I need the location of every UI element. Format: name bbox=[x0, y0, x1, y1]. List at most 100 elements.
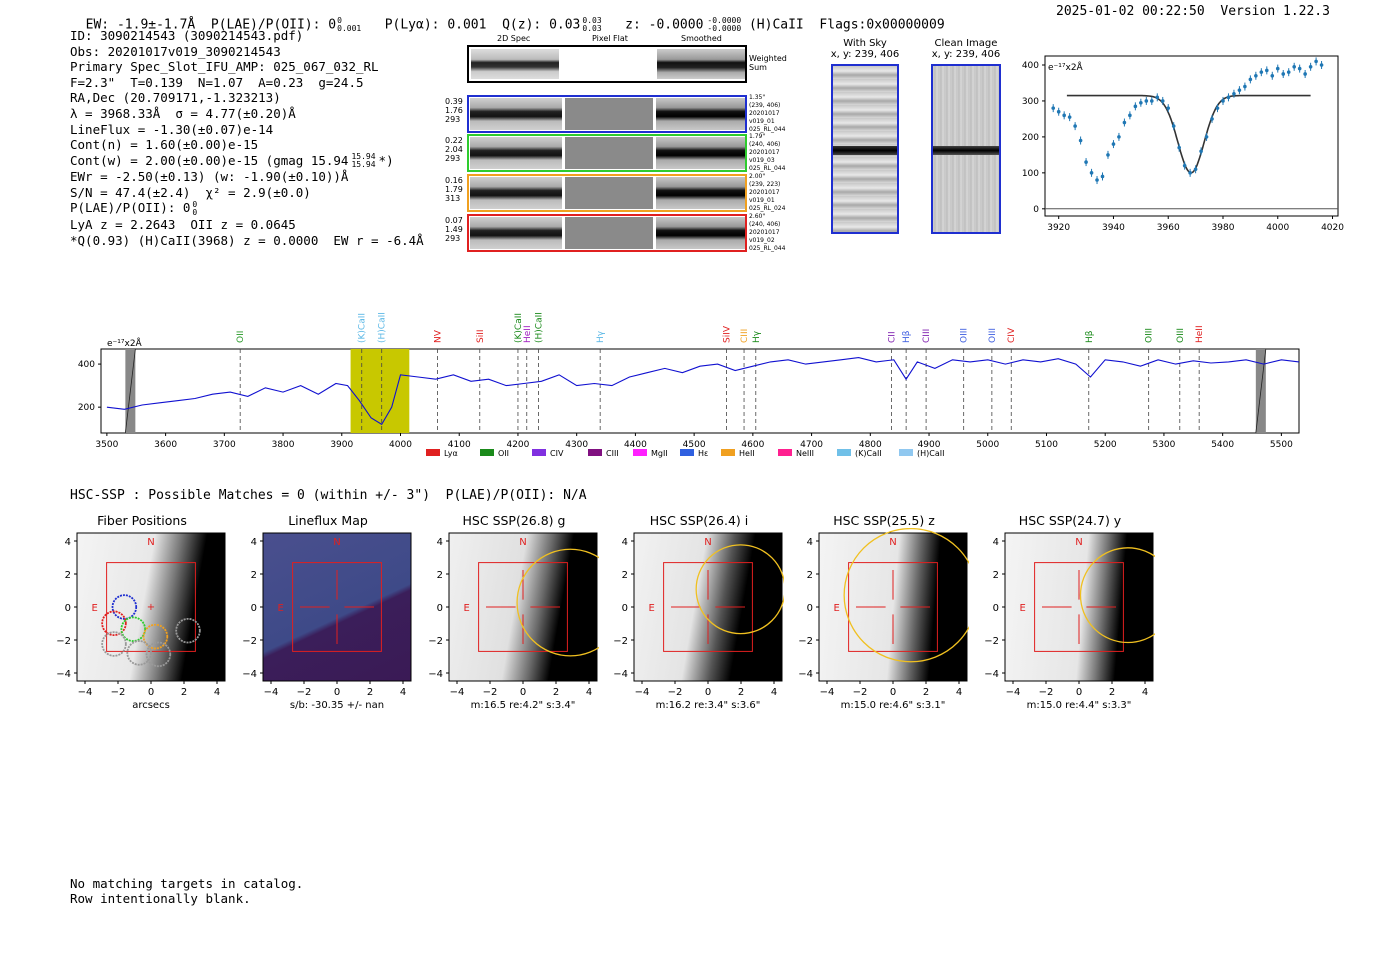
hsc-x-tick-label: 2 bbox=[738, 687, 744, 698]
spectrum-x-tick-label: 3500 bbox=[95, 440, 118, 450]
clean-trace bbox=[933, 146, 999, 155]
legend-label: (K)CaII bbox=[855, 449, 882, 458]
cutout-row-meta: 1.79" (240, 406) 20201017 v019_03 025_RL_044 bbox=[749, 133, 785, 173]
hsc-image-holder bbox=[819, 533, 967, 681]
zoom-plot-frame bbox=[1044, 55, 1339, 217]
hsc-x-tick-label: 2 bbox=[1109, 687, 1115, 698]
zoom-data-point bbox=[1089, 171, 1094, 175]
cutout-meta-line: 2.60" bbox=[749, 213, 766, 220]
hsc-image bbox=[634, 533, 782, 681]
spectral-line-label: CIV bbox=[1007, 327, 1017, 343]
hsc-image bbox=[819, 533, 967, 681]
spectrum-plot-frame bbox=[100, 348, 1300, 434]
hsc-x-tick-label: −4 bbox=[264, 687, 279, 698]
spectrum-y-tick-label: 200 bbox=[78, 403, 95, 413]
zoom-data-point bbox=[1226, 95, 1231, 100]
zoom-y-ticks: 0 100 200 300 400 bbox=[1022, 61, 1045, 215]
cutout-row-num: 293 bbox=[445, 234, 461, 243]
zoom-data-point bbox=[1139, 100, 1143, 105]
hsc-aperture-box bbox=[663, 562, 753, 652]
legend-label: OII bbox=[498, 449, 509, 458]
spectral-line-label: CIII bbox=[740, 329, 750, 343]
cutout-meta-line: 20201017 bbox=[749, 229, 780, 236]
cutout-pixelflat bbox=[565, 177, 653, 209]
zoom-unit-label: e⁻¹⁷x2Å bbox=[1048, 61, 1084, 73]
cutout-row-num: 293 bbox=[445, 154, 461, 163]
zoom-data-point bbox=[1232, 91, 1236, 96]
legend-swatch bbox=[480, 449, 494, 456]
legend-swatch bbox=[426, 449, 440, 456]
fiber-circle bbox=[101, 610, 127, 637]
cutout-2dspec bbox=[470, 177, 562, 209]
cutout-meta-line: 2.00" bbox=[749, 173, 766, 180]
spectrum-x-tick-label: 4300 bbox=[565, 440, 588, 450]
hsc-x-tick-label: −2 bbox=[111, 687, 126, 698]
with-sky-xy: x, y: 239, 406 bbox=[830, 49, 900, 60]
hsc-x-tick-label: −4 bbox=[1006, 687, 1021, 698]
cutout-row-meta: 1.35" (239, 406) 20201017 v019_01 025_RL_044 bbox=[749, 94, 785, 134]
col-label-pixelflat: Pixel Flat bbox=[592, 34, 628, 43]
weighted-smoothed bbox=[657, 49, 745, 79]
hsc-panel-title: Lineflux Map bbox=[288, 513, 368, 528]
zoom-x-tick-label: 3980 bbox=[1212, 223, 1235, 233]
hsc-image-holder bbox=[1005, 533, 1153, 681]
contw-text: Cont(w) = 2.00(±0.00)e-15 (gmag 15.94 bbox=[70, 152, 349, 168]
info-radec: RA,Dec (20.709171,-1.323213) bbox=[70, 90, 281, 106]
info-id: ID: 3090214543 (3090214543.pdf) bbox=[70, 28, 304, 43]
info-block: ID: 3090214543 (3090214543.pdf) Obs: 202… bbox=[70, 28, 424, 248]
spectral-line-label: NV bbox=[433, 329, 443, 343]
hsc-x-tick-label: 0 bbox=[520, 687, 526, 698]
contw-sub: 15.94 bbox=[351, 160, 376, 170]
compass-north: N bbox=[889, 537, 896, 548]
flags-text: Flags:0x00000009 bbox=[819, 17, 945, 33]
cutout-row-num: 1.76 bbox=[445, 106, 463, 115]
cutout-row bbox=[467, 95, 747, 133]
cutout-meta-line: v019_02 bbox=[749, 237, 775, 244]
timestamp: 2025-01-02 00:22:50 bbox=[1056, 4, 1205, 19]
plya-text: P(Lyα): 0.001 bbox=[384, 17, 487, 33]
col-label-smoothed: Smoothed bbox=[681, 34, 722, 43]
zoom-data-point bbox=[1210, 117, 1214, 121]
zoom-data-point bbox=[1270, 73, 1275, 78]
spectrum-x-tick-label: 3900 bbox=[330, 440, 353, 450]
hsc-x-tick-label: 0 bbox=[334, 687, 340, 698]
zoom-data-point bbox=[1193, 167, 1198, 172]
hsc-panel: N E 4 2 0 −2 −4 −4 −2 0 2 4 m:16.5 re:4.2" s:3.4" bbox=[428, 532, 599, 711]
cutout-meta-line: 025_RL_044 bbox=[749, 245, 786, 252]
zoom-data-point bbox=[1100, 174, 1105, 179]
compass-north: N bbox=[147, 537, 154, 548]
zoom-data-point bbox=[1051, 106, 1056, 110]
hsc-panel-caption: m:16.2 re:3.4" s:3.6" bbox=[656, 700, 761, 711]
cutout-2dspec bbox=[470, 98, 562, 130]
cutout-meta-line: 20201017 bbox=[749, 149, 780, 156]
hsc-image-holder bbox=[263, 533, 411, 681]
compass-east: E bbox=[92, 603, 98, 614]
cutout-row-num: 1.79 bbox=[445, 185, 463, 194]
compass-north: N bbox=[333, 537, 340, 548]
spectrum-x-tick-label: 4800 bbox=[859, 440, 882, 450]
footer-note: No matching targets in catalog. Row inte… bbox=[70, 876, 303, 906]
zoom-data-point bbox=[1117, 135, 1121, 139]
legend-label: Lyα bbox=[444, 449, 458, 458]
fiber-circle bbox=[101, 631, 127, 657]
caII-highlight-band bbox=[350, 349, 410, 433]
hsc-y-tick-label: 2 bbox=[251, 570, 257, 581]
plae2-sub: 0 bbox=[192, 207, 198, 217]
hsc-y-tick-label: −2 bbox=[984, 636, 999, 647]
hsc-y-tick-label: −2 bbox=[613, 636, 628, 647]
cutout-meta-line: 20201017 bbox=[749, 189, 780, 196]
zoom-data-point bbox=[1265, 68, 1269, 73]
legend-label: MgII bbox=[651, 449, 668, 458]
spectrum-x-tick-label: 4200 bbox=[506, 440, 529, 450]
fiber-circle bbox=[120, 616, 146, 642]
plae-text: P(LAE)/P(OII): 0 bbox=[210, 17, 337, 33]
plae2-text: P(LAE)/P(OII): 0 bbox=[70, 200, 191, 216]
cutout-row-meta: 2.00" (239, 223) 20201017 v019_01 025_RL_024 bbox=[749, 173, 785, 213]
spectral-line-label: Hβ bbox=[902, 330, 912, 343]
zoom-y-tick-label: 300 bbox=[1022, 97, 1039, 107]
zoom-data-point bbox=[1281, 72, 1286, 76]
hsc-y-tick-label: 2 bbox=[993, 570, 999, 581]
zoom-data-point bbox=[1160, 99, 1165, 103]
hsc-x-tick-label: 2 bbox=[367, 687, 373, 698]
compass-east: E bbox=[464, 603, 470, 614]
